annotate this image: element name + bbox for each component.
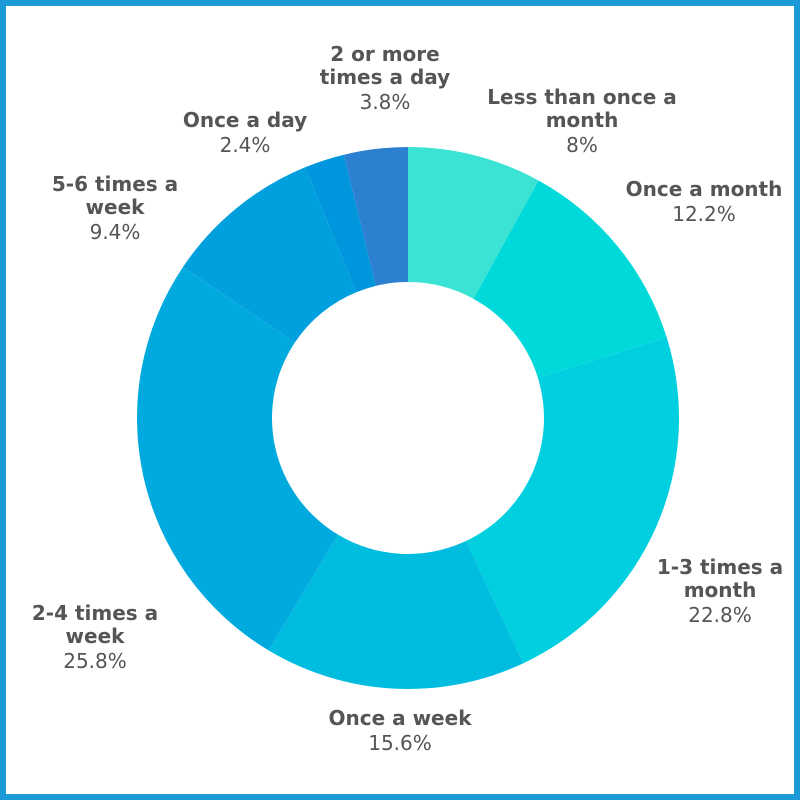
- slice-label: 1-3 times a month 22.8%: [655, 556, 785, 629]
- slice: [182, 167, 357, 343]
- slice-label: 2 or more times a day 3.8%: [305, 43, 465, 116]
- category-label: Once a month: [625, 177, 783, 201]
- category-label: Once a day: [182, 108, 308, 132]
- category-label: 5-6 times a week: [51, 172, 179, 219]
- value-label: 15.6%: [368, 731, 432, 755]
- slice: [473, 180, 667, 378]
- value-label: 2.4%: [219, 133, 271, 157]
- category-label: Less than once a month: [487, 85, 677, 132]
- value-label: 22.8%: [688, 603, 752, 627]
- slice-label: 2-4 times a week 25.8%: [15, 602, 175, 675]
- slice-label: 5-6 times a week 9.4%: [35, 173, 195, 246]
- slice: [305, 154, 376, 293]
- slice: [465, 337, 679, 664]
- slice: [343, 147, 408, 286]
- slice-label: Less than once a month 8%: [482, 86, 682, 159]
- value-label: 9.4%: [89, 220, 141, 244]
- slice: [408, 147, 539, 299]
- category-label: 2 or more times a day: [319, 42, 451, 89]
- slice-label: Once a month 12.2%: [604, 178, 800, 228]
- donut: [137, 147, 679, 689]
- value-label: 8%: [566, 133, 598, 157]
- slice-label: Once a week 15.6%: [290, 707, 510, 757]
- category-label: Once a week: [328, 706, 472, 730]
- slice: [137, 267, 339, 651]
- category-label: 2-4 times a week: [31, 601, 159, 648]
- value-label: 25.8%: [63, 649, 127, 673]
- value-label: 12.2%: [672, 202, 736, 226]
- category-label: 1-3 times a month: [656, 555, 784, 602]
- slice-label: Once a day 2.4%: [165, 109, 325, 159]
- slice: [268, 534, 524, 689]
- value-label: 3.8%: [359, 90, 411, 114]
